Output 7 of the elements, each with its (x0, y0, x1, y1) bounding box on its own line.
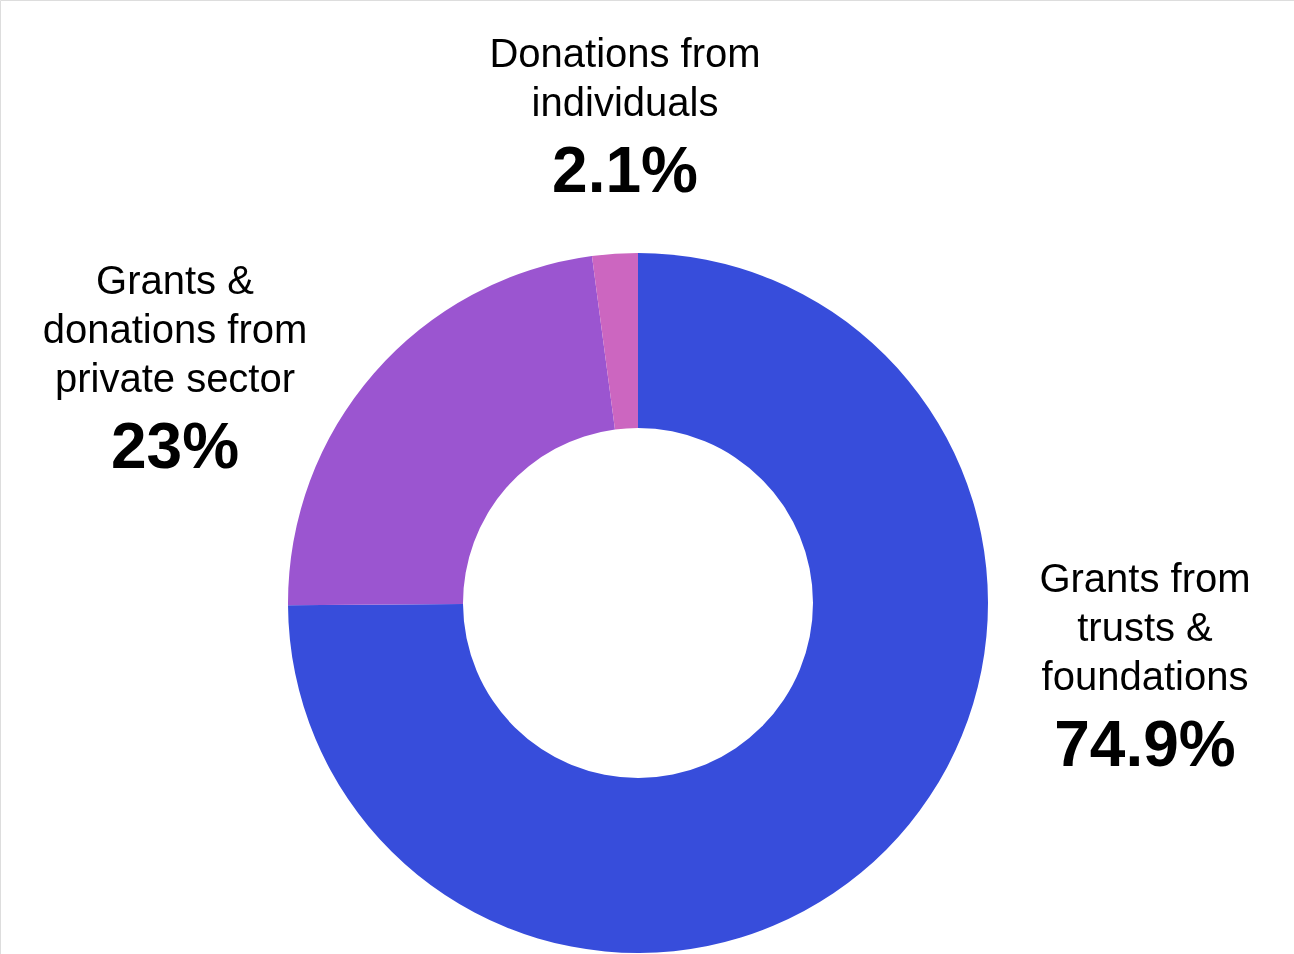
data-label: 74.9% (1054, 708, 1236, 780)
data-label: 2.1% (552, 134, 698, 206)
donut-slice (591, 253, 638, 430)
slice-label: Donations from individuals (489, 31, 761, 124)
data-label: 23% (110, 410, 240, 482)
slice-label: Grants from trusts & foundations (1039, 556, 1251, 698)
slice-label: Grants & donations from private sector (42, 258, 308, 400)
